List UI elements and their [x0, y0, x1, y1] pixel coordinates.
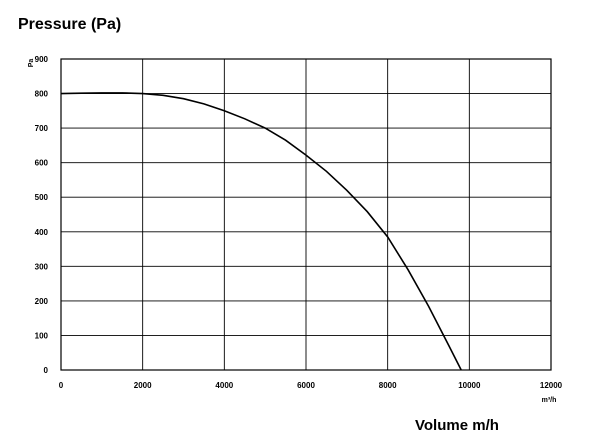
y-axis-unit-label: Pa [28, 59, 35, 68]
x-tick-label-5: 10000 [458, 381, 481, 390]
y-tick-label-7: 700 [35, 124, 49, 133]
x-axis-title: Volume m/h [415, 417, 499, 434]
x-tick-labels: 0 2000 4000 6000 8000 10000 12000 [59, 381, 563, 390]
x-axis-unit-label: m³/h [542, 397, 557, 404]
y-tick-label-3: 300 [35, 262, 49, 271]
chart-title: Pressure (Pa) [18, 16, 121, 33]
y-tick-label-6: 600 [35, 159, 49, 168]
y-tick-label-0: 0 [44, 366, 49, 375]
series-line-pressure-curve [60, 92, 462, 371]
x-tick-label-2: 4000 [215, 381, 233, 390]
grid-lines [60, 58, 552, 371]
y-tick-label-4: 400 [35, 228, 49, 237]
x-tick-label-3: 6000 [297, 381, 315, 390]
y-tick-label-5: 500 [35, 193, 49, 202]
x-tick-label-1: 2000 [134, 381, 152, 390]
x-tick-label-4: 8000 [379, 381, 397, 390]
y-tick-label-8: 800 [35, 90, 49, 99]
x-tick-label-6: 12000 [540, 381, 563, 390]
y-tick-labels: 0 100 200 300 400 500 600 700 800 900 [35, 55, 49, 375]
y-tick-label-9: 900 [35, 55, 49, 64]
x-tick-label-0: 0 [59, 381, 64, 390]
y-tick-label-1: 100 [35, 331, 49, 340]
plot-frame [60, 58, 552, 371]
y-tick-label-2: 200 [35, 297, 49, 306]
